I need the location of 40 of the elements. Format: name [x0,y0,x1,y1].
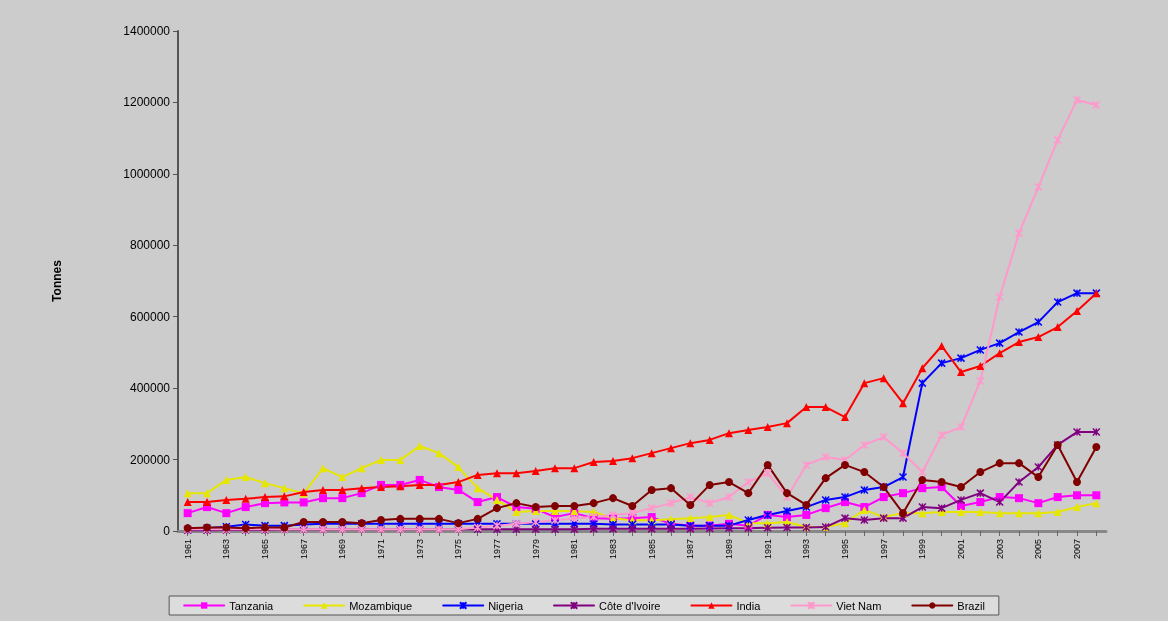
x-tick-label: 1975 [453,539,464,560]
legend-label: Viet Nam [836,599,882,612]
y-tick-label: 1400000 [123,24,171,38]
legend-label: Nigeria [488,599,524,612]
x-tick-label: 1999 [917,539,928,560]
legend-label: Brazil [957,599,985,612]
x-tick-label: 1969 [337,539,348,560]
x-tick-label: 1977 [492,539,502,560]
x-tick-label: 1995 [840,539,850,560]
legend-label: Mozambique [349,599,413,612]
y-tick-label: 200000 [129,452,171,467]
y-tick-label: 400000 [129,381,171,396]
y-tick-label: 600000 [129,309,171,324]
x-tick-label: 1963 [221,539,232,560]
x-tick-label: 1971 [376,539,386,560]
x-tick-label: 1991 [762,539,773,560]
x-tick-label: 1973 [414,539,425,560]
x-tick-label: 2003 [994,539,1005,560]
y-tick-label: 1000000 [123,166,171,181]
y-tick-label: 1200000 [123,95,171,110]
legend-label: Côte d'Ivoire [599,599,661,612]
x-tick-label: 1989 [724,539,734,560]
x-tick-label: 1981 [569,539,580,560]
x-tick-label: 1987 [685,539,696,560]
x-tick-label: 1997 [878,539,889,560]
y-tick-label: 800000 [129,238,171,253]
x-tick-label: 2007 [1072,539,1082,560]
y-axis-title: Tonnes [50,259,64,302]
legend-label: Tanzania [229,599,275,612]
x-tick-label: 1983 [608,539,618,560]
x-tick-label: 1961 [182,539,193,560]
x-tick-label: 1965 [260,539,270,560]
x-tick-label: 2001 [956,539,966,560]
x-tick-label: 1979 [530,539,541,560]
legend-label: India [736,599,762,612]
x-tick-label: 2005 [1033,539,1044,560]
x-tick-label: 1993 [801,539,812,560]
y-tick-label: 0 [163,524,171,538]
x-tick-label: 1985 [646,539,657,560]
x-tick-label: 1967 [298,539,309,560]
